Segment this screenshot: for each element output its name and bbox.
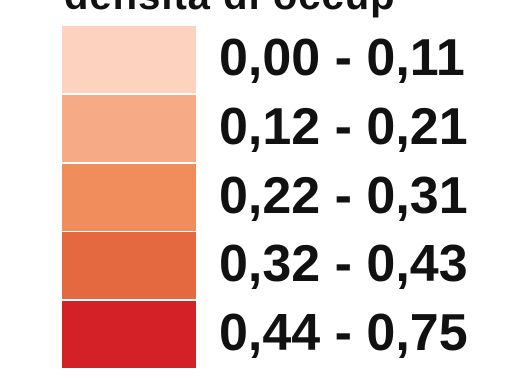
legend-swatch-1 xyxy=(62,26,196,93)
legend-title: densità di occup xyxy=(64,0,396,16)
legend-swatch-2 xyxy=(62,95,196,162)
legend-class-4: 0,32 - 0,43 xyxy=(62,232,502,300)
legend-swatch-3 xyxy=(62,164,196,231)
legend-label-5: 0,44 - 0,75 xyxy=(219,304,468,362)
legend-class-3: 0,22 - 0,31 xyxy=(62,164,502,232)
legend-label-2: 0,12 - 0,21 xyxy=(219,98,468,156)
legend-label-4: 0,32 - 0,43 xyxy=(219,235,468,293)
legend-class-1: 0,00 - 0,11 xyxy=(62,26,502,94)
legend-class-5: 0,44 - 0,75 xyxy=(62,301,502,369)
legend-class-2: 0,12 - 0,21 xyxy=(62,95,502,163)
legend-swatch-4 xyxy=(62,232,196,299)
legend-swatch-5 xyxy=(62,301,196,368)
legend-label-3: 0,22 - 0,31 xyxy=(219,167,468,225)
legend-label-1: 0,00 - 0,11 xyxy=(219,29,465,87)
